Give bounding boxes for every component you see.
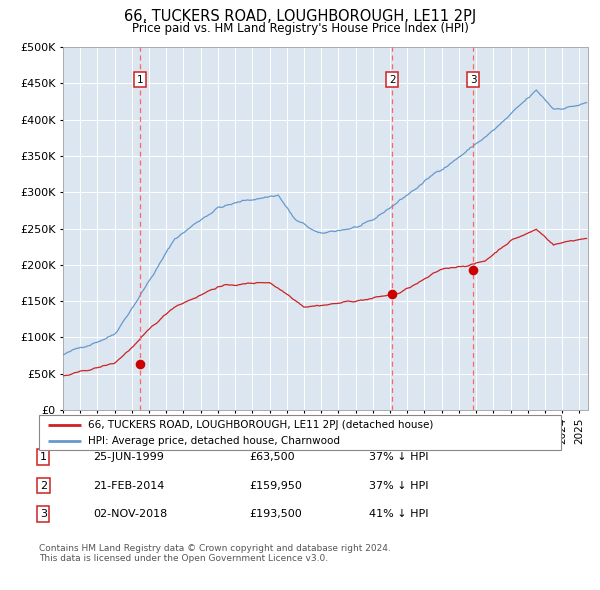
Text: 3: 3 [40, 509, 47, 519]
Text: 41% ↓ HPI: 41% ↓ HPI [369, 509, 428, 519]
Text: 66, TUCKERS ROAD, LOUGHBOROUGH, LE11 2PJ (detached house): 66, TUCKERS ROAD, LOUGHBOROUGH, LE11 2PJ… [88, 420, 434, 430]
Text: £159,950: £159,950 [249, 481, 302, 490]
Text: £193,500: £193,500 [249, 509, 302, 519]
Text: 1: 1 [40, 453, 47, 462]
Text: £63,500: £63,500 [249, 453, 295, 462]
Text: 2: 2 [40, 481, 47, 490]
Text: 25-JUN-1999: 25-JUN-1999 [93, 453, 164, 462]
Text: 3: 3 [470, 75, 476, 85]
Text: Price paid vs. HM Land Registry's House Price Index (HPI): Price paid vs. HM Land Registry's House … [131, 22, 469, 35]
Point [469, 265, 478, 274]
Point [388, 289, 397, 299]
Text: Contains HM Land Registry data © Crown copyright and database right 2024.
This d: Contains HM Land Registry data © Crown c… [39, 544, 391, 563]
Text: HPI: Average price, detached house, Charnwood: HPI: Average price, detached house, Char… [88, 437, 340, 446]
Text: 1: 1 [137, 75, 143, 85]
Text: 2: 2 [389, 75, 395, 85]
Text: 37% ↓ HPI: 37% ↓ HPI [369, 481, 428, 490]
Text: 02-NOV-2018: 02-NOV-2018 [93, 509, 167, 519]
Text: 66, TUCKERS ROAD, LOUGHBOROUGH, LE11 2PJ: 66, TUCKERS ROAD, LOUGHBOROUGH, LE11 2PJ [124, 9, 476, 24]
Text: 37% ↓ HPI: 37% ↓ HPI [369, 453, 428, 462]
Text: 21-FEB-2014: 21-FEB-2014 [93, 481, 164, 490]
Point [136, 359, 145, 369]
